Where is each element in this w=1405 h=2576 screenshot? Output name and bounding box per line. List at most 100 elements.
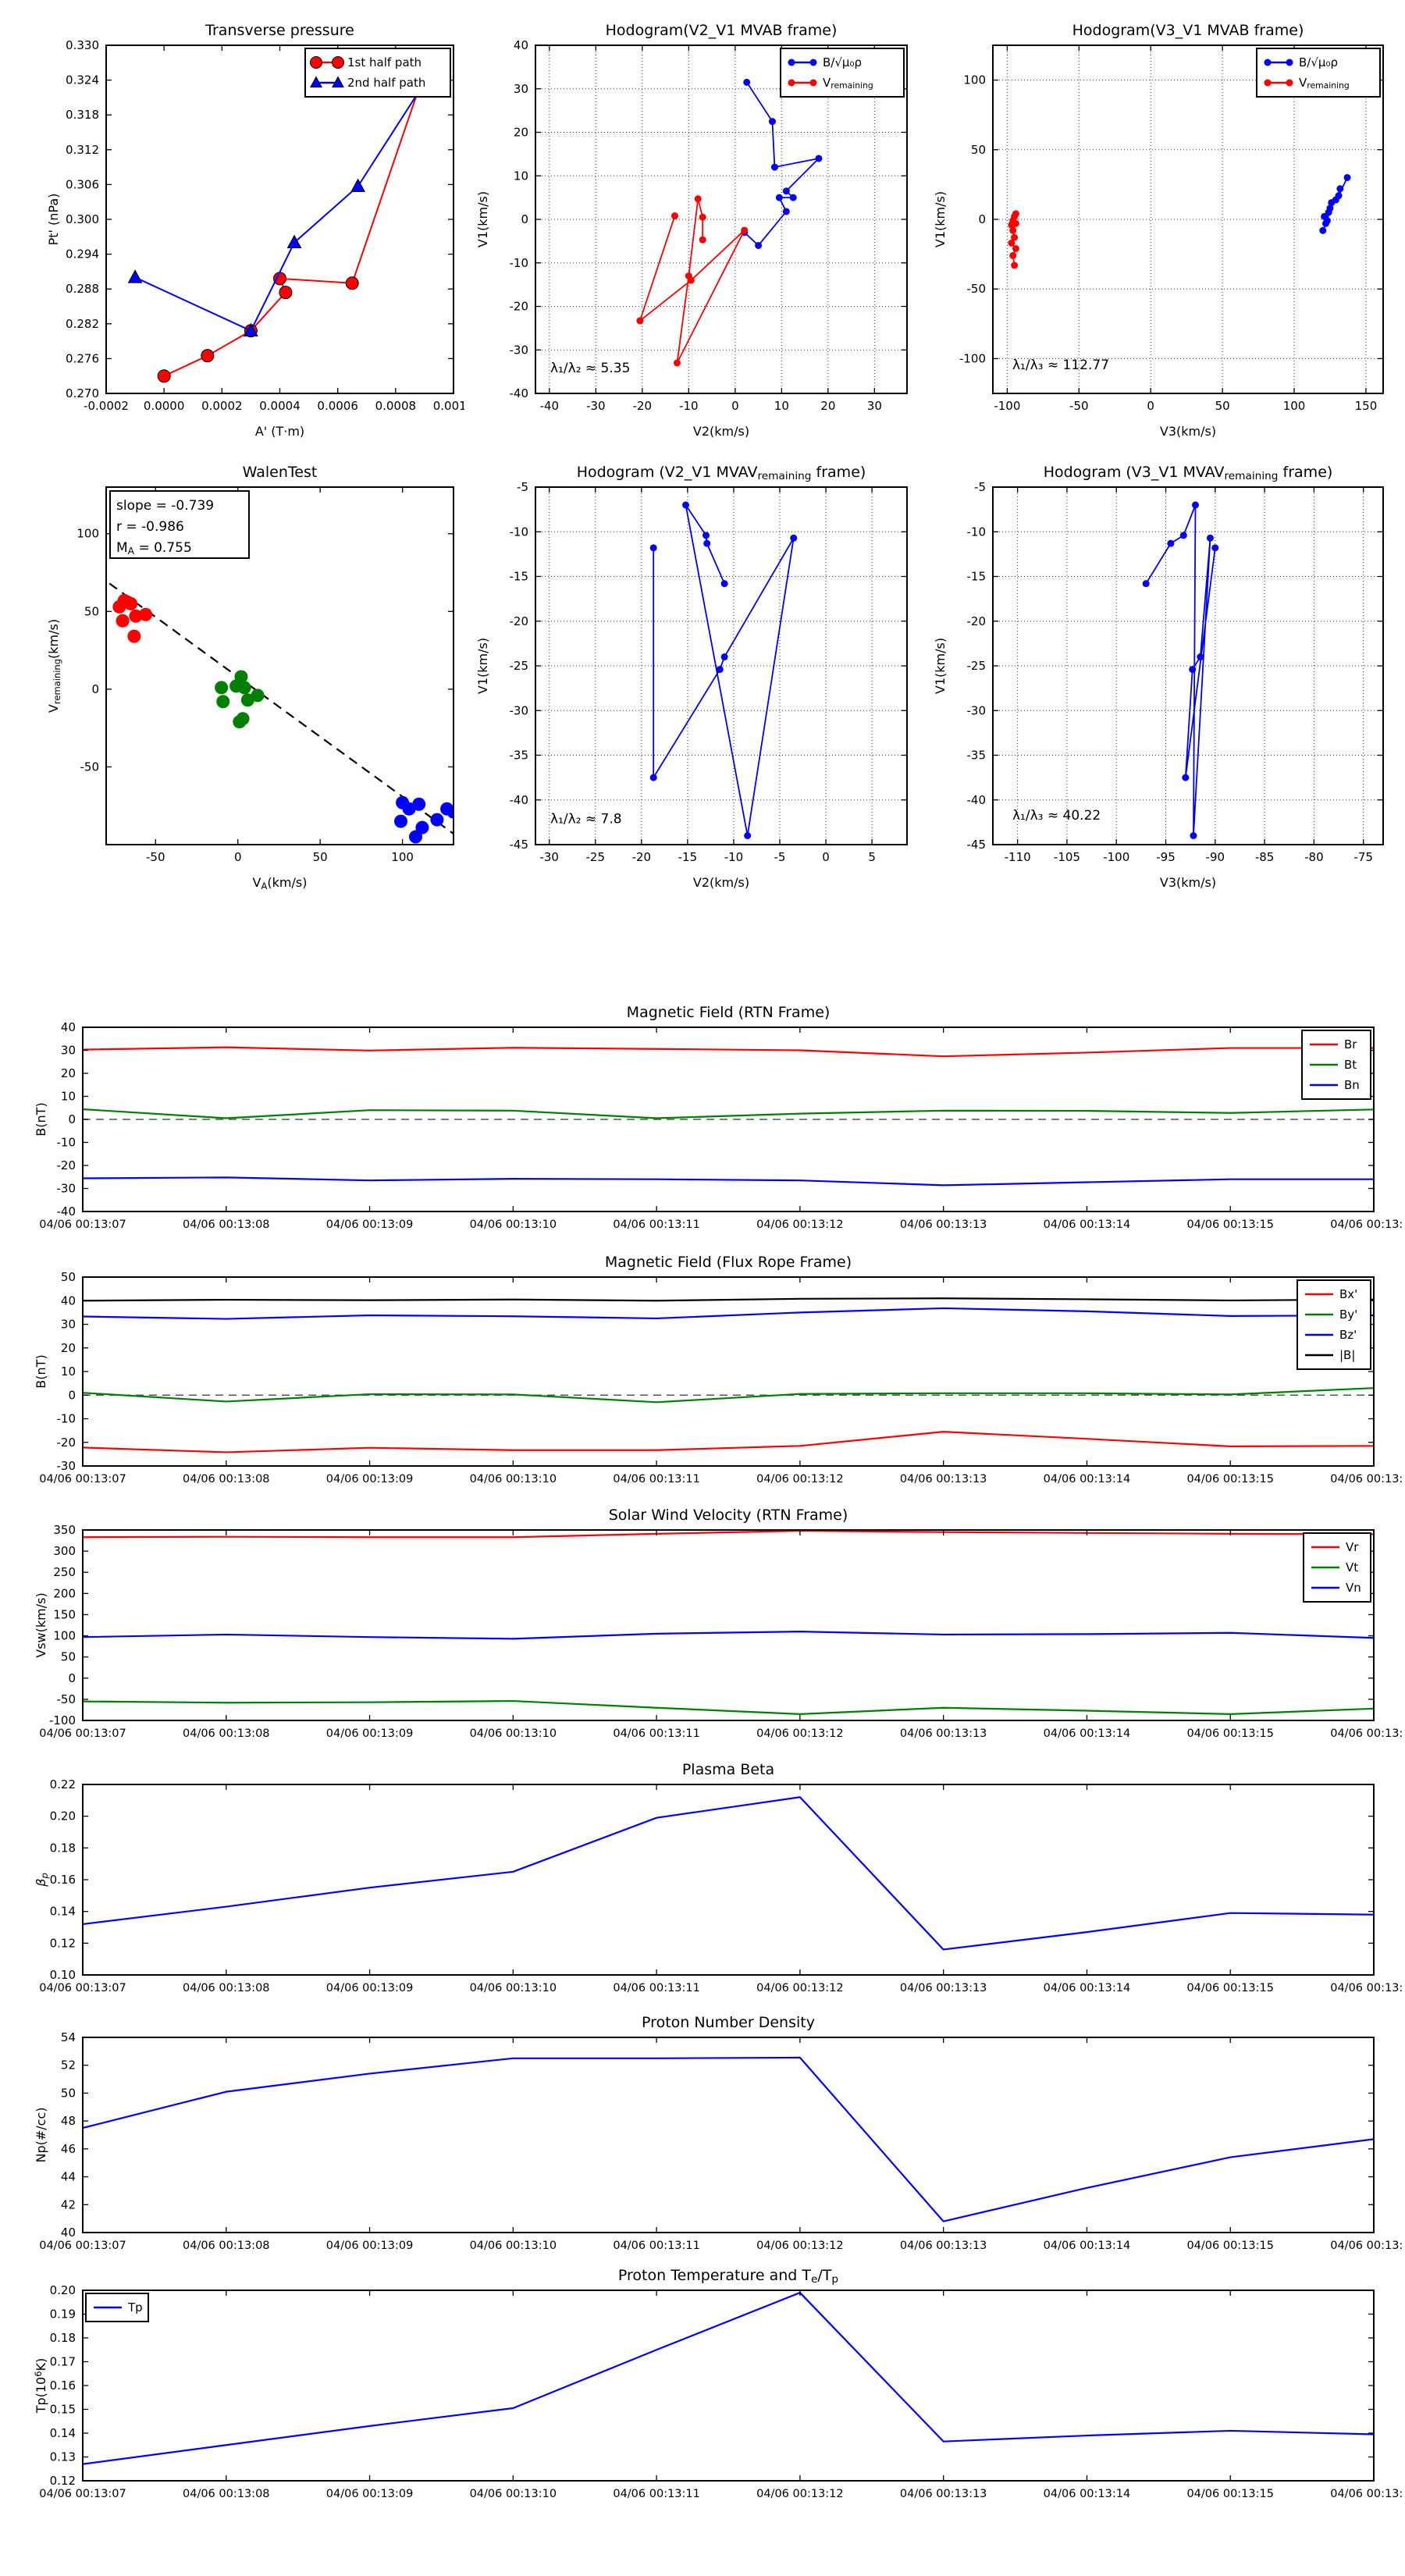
x-tick-label: 04/06 00:13:16 xyxy=(1330,2488,1402,2500)
y-tick-label: 50 xyxy=(971,143,986,157)
x-tick-label: 04/06 00:13:10 xyxy=(470,1219,557,1231)
chart-title: Proton Number Density xyxy=(642,2014,815,2031)
axis-ticks xyxy=(82,1276,1375,1467)
x-tick-label: -10 xyxy=(679,399,699,413)
x-tick-label: -100 xyxy=(1103,850,1129,864)
y-tick-label: 0.288 xyxy=(66,282,99,296)
legend-label: B/√μ₀ρ xyxy=(823,55,862,69)
y-tick-label: 0 xyxy=(978,212,986,226)
y-tick-label: -100 xyxy=(49,1713,76,1727)
x-tick-label: -80 xyxy=(1304,850,1324,864)
y-tick-label: 0 xyxy=(521,212,528,226)
chart-title: Magnetic Field (Flux Rope Frame) xyxy=(605,1254,852,1271)
y-tick-label: -20 xyxy=(57,1158,76,1172)
y-tick-label: 0.276 xyxy=(66,351,99,365)
x-tick-label: 04/06 00:13:07 xyxy=(39,1219,126,1231)
x-tick-label: -20 xyxy=(633,399,653,413)
y-tick-label: 0.19 xyxy=(50,2307,76,2322)
y-axis-label: βp xyxy=(34,1873,50,1888)
plot-box xyxy=(82,1529,1375,1721)
x-tick-label: -40 xyxy=(540,399,560,413)
legend-label: Vremaining xyxy=(1299,76,1350,91)
x-tick-label: 04/06 00:13:13 xyxy=(900,1473,987,1485)
x-tick-label: 04/06 00:13:14 xyxy=(1044,2240,1131,2252)
x-tick-label: -20 xyxy=(632,850,652,864)
x-tick-label: 04/06 00:13:15 xyxy=(1186,1727,1274,1740)
x-tick-label: 04/06 00:13:15 xyxy=(1186,2488,1274,2500)
x-tick-label: 04/06 00:13:15 xyxy=(1186,1473,1274,1485)
x-tick-label: 04/06 00:13:08 xyxy=(183,2240,270,2252)
panel-solar-wind-velocity-rtn: 04/06 00:13:07 04/06 00:13:08 04/06 00:13:… xyxy=(28,1502,1405,1755)
x-tick-label: 100 xyxy=(391,850,414,864)
stats-box-line: r = -0.986 xyxy=(116,519,184,535)
series-markers-2nd half path xyxy=(127,84,426,336)
series-line-1st half path xyxy=(163,88,420,377)
series-group xyxy=(1142,501,1219,840)
chart-hodogram-v2v1-mvav: -30 -25 -20 -15 -10 -5 0 5 -45 -40 -35 -30 -25 -20 -15… xyxy=(475,464,908,890)
x-tick-label: 04/06 00:13:07 xyxy=(39,2488,126,2500)
y-tick-label: 0.10 xyxy=(50,1968,76,1982)
x-tick-label: 04/06 00:13:11 xyxy=(613,1473,700,1485)
plot-box xyxy=(82,1026,1375,1212)
y-axis-label: V1(km/s) xyxy=(933,638,948,694)
panel-proton-temperature: 04/06 00:13:07 04/06 00:13:08 04/06 00:13:… xyxy=(28,2262,1405,2535)
y-tick-label: -50 xyxy=(967,282,987,296)
y-tick-label: 50 xyxy=(61,1270,76,1284)
x-tick-label: 04/06 00:13:14 xyxy=(1044,1219,1131,1231)
y-tick-label: -40 xyxy=(57,1204,76,1219)
x-tick-label: -50 xyxy=(1069,399,1089,413)
y-axis-label: V1(km/s) xyxy=(478,191,490,247)
y-tick-label: -100 xyxy=(959,351,986,365)
panel-proton-number-density: 04/06 00:13:07 04/06 00:13:08 04/06 00:13:… xyxy=(28,2009,1405,2267)
y-tick-label: 10 xyxy=(61,1090,76,1104)
chart-title: Hodogram(V2_V1 MVAB frame) xyxy=(606,22,838,39)
chart-title: Solar Wind Velocity (RTN Frame) xyxy=(609,1507,848,1524)
x-tick-label: 04/06 00:13:12 xyxy=(756,2488,844,2500)
y-tick-label: -30 xyxy=(57,1459,76,1473)
y-tick-label: 44 xyxy=(61,2170,76,2184)
chart-title: WalenTest xyxy=(243,464,318,481)
legend-label: By' xyxy=(1339,1308,1357,1322)
chart-title: Hodogram (V2_V1 MVAVremaining frame) xyxy=(577,464,866,482)
chart-title: Hodogram (V3_V1 MVAVremaining frame) xyxy=(1044,464,1333,482)
y-tick-label: 0.318 xyxy=(66,108,99,122)
y-tick-label: 0.22 xyxy=(50,1777,76,1791)
x-tick-label: 0.0002 xyxy=(201,399,243,413)
stats-box xyxy=(109,490,250,559)
series-group xyxy=(83,1046,1374,1187)
y-tick-label: -30 xyxy=(967,703,987,717)
series-line-B/sqrt(mu0 rho) xyxy=(744,81,820,247)
x-tick-label: 0.0006 xyxy=(317,399,358,413)
series-group xyxy=(636,78,823,367)
legend: B/√μ₀ρ Vremaining xyxy=(780,48,905,98)
legend-label: |B| xyxy=(1339,1348,1355,1362)
chart-title: Transverse pressure xyxy=(205,22,354,39)
axis-ticks xyxy=(82,1529,1375,1721)
x-tick-label: 04/06 00:13:16 xyxy=(1330,1219,1402,1231)
x-tick-label: 04/06 00:13:09 xyxy=(326,2240,414,2252)
chart-plasma-beta: 04/06 00:13:07 04/06 00:13:08 04/06 00:13:… xyxy=(34,1761,1405,1994)
x-tick-label: 5 xyxy=(868,850,876,864)
legend-label: B/√μ₀ρ xyxy=(1299,55,1338,69)
series-group xyxy=(83,1530,1374,1715)
x-tick-label: 0 xyxy=(1147,399,1154,413)
y-tick-label: 0.270 xyxy=(66,386,99,400)
x-tick-label: -100 xyxy=(994,399,1020,413)
y-tick-label: 250 xyxy=(53,1565,76,1579)
x-tick-label: 04/06 00:13:08 xyxy=(183,1219,270,1231)
x-tick-label: -90 xyxy=(1206,850,1225,864)
panel-hodogram-v2v1-mvab: -40 -30 -20 -10 0 10 20 30 -40 -30 -20 -10 0 10 20 30 40… xyxy=(475,11,919,445)
y-axis-label: Tp(106K) xyxy=(33,2358,48,2414)
x-tick-label: 04/06 00:13:11 xyxy=(613,1727,700,1740)
y-tick-label: 54 xyxy=(61,2030,76,2044)
x-tick-label: 04/06 00:13:11 xyxy=(613,2240,700,2252)
series-line-Vn xyxy=(83,1631,1374,1640)
x-tick-label: 04/06 00:13:13 xyxy=(900,2488,987,2500)
panel-magnetic-field-rtn: 04/06 00:13:07 04/06 00:13:08 04/06 00:13:… xyxy=(28,999,1405,1246)
y-tick-label: 0 xyxy=(68,1112,76,1126)
y-tick-label: 50 xyxy=(84,604,99,618)
x-tick-label: 04/06 00:13:07 xyxy=(39,1982,126,1994)
y-tick-label: 20 xyxy=(514,126,528,140)
y-tick-label: -5 xyxy=(517,480,528,494)
